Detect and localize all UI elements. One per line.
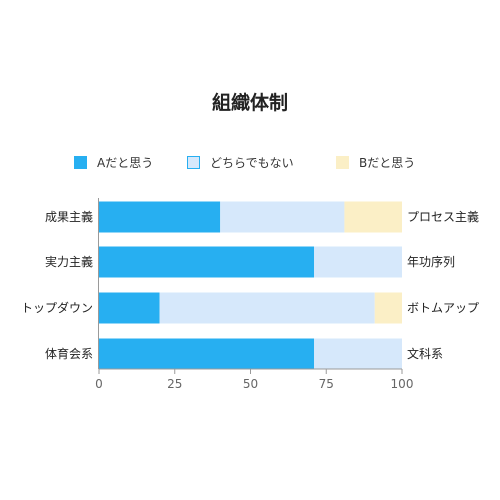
legend-label-b: Bだと思う: [359, 156, 416, 170]
category-label-left: トップダウン: [21, 300, 93, 315]
category-label-left: 実力主義: [45, 254, 93, 269]
legend-item-b[interactable]: Bだと思う: [336, 154, 415, 171]
bar-segment-3-0[interactable]: [99, 338, 315, 370]
bar-segment-1-1[interactable]: [314, 246, 402, 278]
category-label-left: 成果主義: [45, 209, 93, 224]
legend-item-neutral[interactable]: どちらでもない: [187, 154, 294, 171]
x-tick-label: 50: [243, 377, 258, 391]
bar-segment-3-1[interactable]: [314, 338, 402, 370]
bar-segment-0-1[interactable]: [220, 201, 345, 233]
legend-label-a: Aだと思う: [97, 156, 154, 170]
bar-segment-2-0[interactable]: [99, 292, 160, 324]
bar-segment-0-0[interactable]: [99, 201, 221, 233]
legend-swatch-b: [336, 156, 349, 169]
chart-title: 組織体制: [211, 92, 288, 114]
bar-segment-2-1[interactable]: [159, 292, 375, 324]
category-label-right: ボトムアップ: [407, 301, 479, 315]
bar-segment-2-2[interactable]: [374, 292, 402, 324]
legend: Aだと思う どちらでもない Bだと思う: [0, 154, 500, 174]
category-label-right: 文科系: [407, 346, 443, 361]
legend-swatch-a: [74, 156, 87, 169]
legend-item-a[interactable]: Aだと思う: [74, 154, 153, 171]
legend-label-neutral: どちらでもない: [210, 156, 294, 170]
category-label-left: 体育会系: [45, 346, 93, 361]
category-label-right: 年功序列: [407, 254, 455, 269]
x-tick-label: 100: [391, 377, 414, 391]
x-tick-label: 0: [95, 377, 103, 391]
x-tick-label: 25: [167, 377, 182, 391]
category-label-right: プロセス主義: [407, 209, 479, 224]
x-tick-label: 75: [319, 377, 334, 391]
legend-swatch-neutral: [187, 156, 200, 169]
bar-segment-1-0[interactable]: [99, 246, 315, 278]
bar-segment-0-2[interactable]: [344, 201, 402, 233]
